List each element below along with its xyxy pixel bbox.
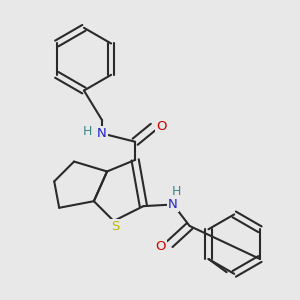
Text: O: O xyxy=(156,120,167,134)
Text: S: S xyxy=(111,220,119,233)
Text: O: O xyxy=(155,240,166,253)
Text: H: H xyxy=(172,185,181,198)
Text: H: H xyxy=(82,125,92,138)
Text: N: N xyxy=(97,127,107,140)
Text: N: N xyxy=(168,198,178,211)
